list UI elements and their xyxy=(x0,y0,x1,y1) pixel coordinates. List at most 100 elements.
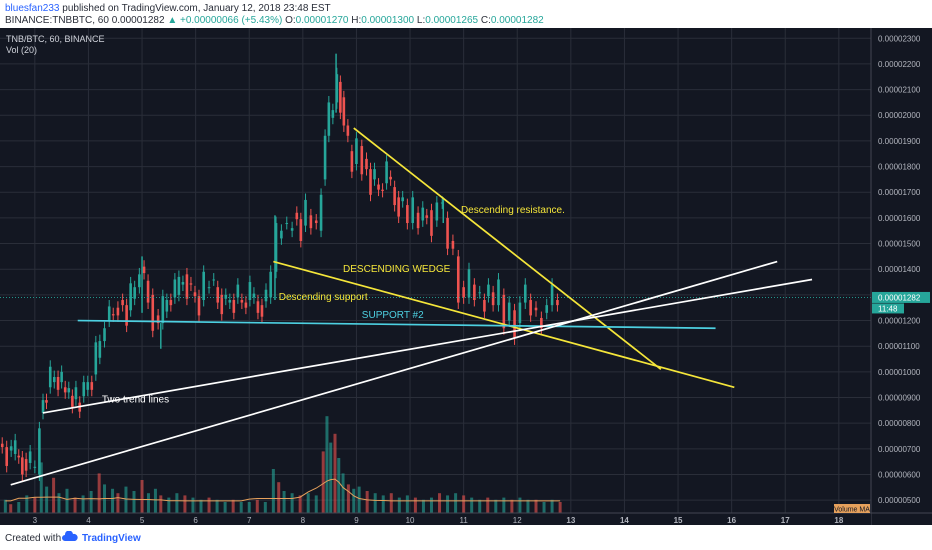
candle-body xyxy=(173,279,177,298)
countdown-label: 11:48 xyxy=(878,304,898,313)
price-tick-label: 0.00000500 xyxy=(878,496,921,505)
volume-bar xyxy=(239,502,243,513)
candle-body xyxy=(523,284,527,303)
tradingview-cloud-icon xyxy=(62,531,78,541)
price-tick-label: 0.00001000 xyxy=(878,368,921,377)
countdown-tag xyxy=(872,303,904,314)
candle-body xyxy=(38,428,41,475)
drawing-lines[interactable] xyxy=(10,127,813,486)
time-tick-label: 17 xyxy=(781,516,790,525)
candle-body xyxy=(240,300,244,303)
candle-body xyxy=(151,294,155,331)
price-axis-bg[interactable] xyxy=(871,28,932,525)
time-tick-label: 6 xyxy=(193,516,198,525)
candle-body xyxy=(63,387,67,393)
volume-bar xyxy=(111,488,115,513)
candle-body xyxy=(545,305,549,313)
time-tick-label: 5 xyxy=(140,516,145,525)
volume-ma-badge-bg xyxy=(834,504,870,513)
volume-bars xyxy=(3,416,562,513)
time-tick-label: 15 xyxy=(674,516,683,525)
volume-bar xyxy=(352,488,356,513)
candle-body xyxy=(314,220,318,224)
volume-bar xyxy=(140,480,144,513)
candle-body xyxy=(491,292,495,306)
candle-body xyxy=(202,271,205,301)
annotation-label: Two trend lines xyxy=(102,395,169,406)
candle-body xyxy=(236,284,240,298)
volume-bar xyxy=(223,502,227,513)
price-tick-label: 0.00002000 xyxy=(878,111,921,120)
price-chart[interactable]: Descending resistance. DESCENDING WEDGE De… xyxy=(0,28,932,525)
candle-body xyxy=(360,146,364,175)
volume-bar xyxy=(25,495,29,513)
volume-bar xyxy=(159,495,163,513)
candle-body xyxy=(207,287,211,289)
time-tick-label: 16 xyxy=(727,516,736,525)
candle-body xyxy=(82,382,86,397)
time-tick-label: 9 xyxy=(354,516,359,525)
drawing-trend-line-lower xyxy=(10,260,778,486)
candle-body xyxy=(232,300,236,313)
candle-body xyxy=(74,387,78,400)
author-link[interactable]: bluesfan233 xyxy=(5,3,60,14)
time-axis-bg[interactable] xyxy=(0,513,871,525)
volume-bar xyxy=(470,497,474,513)
volume-bar xyxy=(52,477,56,513)
candle-body xyxy=(21,457,24,475)
candle-body xyxy=(220,294,224,315)
volume-bar xyxy=(413,497,417,513)
price-tick-label: 0.00000600 xyxy=(878,471,921,480)
volume-bar xyxy=(329,442,333,513)
volume-bar xyxy=(446,495,450,513)
volume-bar xyxy=(478,499,482,513)
tradingview-brand[interactable]: TradingView xyxy=(82,533,141,544)
volume-bar xyxy=(462,495,466,513)
volume-bar xyxy=(175,493,179,513)
candle-body xyxy=(421,207,425,221)
candle-body xyxy=(248,282,252,301)
candle-body xyxy=(280,230,283,239)
annotations[interactable]: Descending resistance. DESCENDING WEDGE De… xyxy=(102,205,565,406)
volume-bar xyxy=(277,482,281,513)
candle-body xyxy=(397,197,400,217)
candle-body xyxy=(483,300,486,312)
ohlc-high: 0.00001300 xyxy=(361,15,415,26)
time-tick-label: 12 xyxy=(513,516,522,525)
volume-bar xyxy=(542,502,546,513)
volume-bar xyxy=(357,486,361,513)
drawing-trend-line-upper xyxy=(42,278,813,414)
candle-body xyxy=(513,310,516,339)
price-axis[interactable]: 0.00002300 0.00002200 0.00002100 0.00002000… xyxy=(872,34,930,505)
volume-bar xyxy=(405,495,409,513)
volume-bar xyxy=(17,502,21,513)
candle-body xyxy=(67,388,71,393)
volume-bar xyxy=(337,458,341,513)
candle-body xyxy=(365,158,368,170)
time-axis[interactable]: 3 4 5 6 7 8 9 10 11 12 13 14 15 16 17 18 xyxy=(33,516,844,525)
candle-body xyxy=(540,317,543,329)
candle-body xyxy=(467,269,471,298)
candle-body xyxy=(212,279,216,281)
volume-bar xyxy=(167,497,171,513)
chart-area[interactable]: Descending resistance. DESCENDING WEDGE De… xyxy=(0,28,932,525)
candle-body xyxy=(473,284,476,301)
candle-body xyxy=(355,138,358,165)
volume-bar xyxy=(116,493,120,513)
candle-body xyxy=(319,194,323,231)
footer: Created with TradingView xyxy=(0,525,932,550)
volume-bar xyxy=(207,497,211,513)
candle-body xyxy=(269,271,272,298)
candle-body xyxy=(264,289,268,302)
candle-body xyxy=(125,305,128,326)
volume-bar xyxy=(306,493,310,513)
volume-bar xyxy=(397,497,401,513)
time-tick-label: 18 xyxy=(834,516,843,525)
candle-body xyxy=(497,279,500,306)
ohlc-l-label: L: xyxy=(416,15,426,26)
candle-body xyxy=(385,161,388,184)
volume-bar xyxy=(550,499,554,513)
publish-info: bluesfan233 published on TradingView.com… xyxy=(5,3,331,14)
volume-bar xyxy=(502,497,506,513)
legend-symbol: TNB/BTC, 60, BINANCE xyxy=(6,34,105,44)
